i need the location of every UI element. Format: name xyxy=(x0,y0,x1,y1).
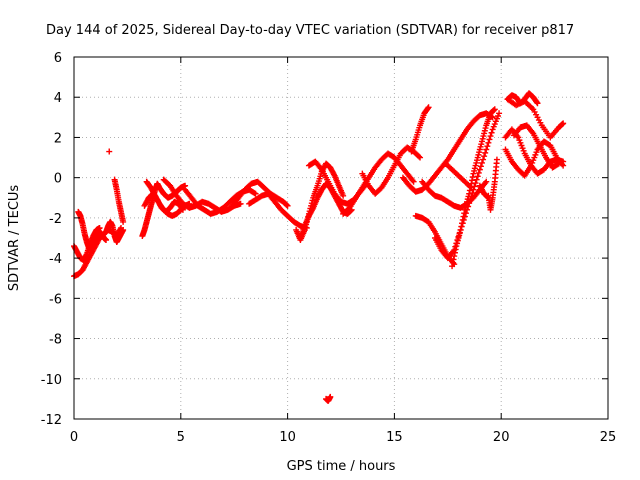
y-tick-label: 0 xyxy=(54,172,62,187)
grid-lines xyxy=(74,57,608,419)
data-point xyxy=(476,166,483,173)
data-point xyxy=(284,202,291,209)
y-tick-label: 2 xyxy=(54,131,62,146)
series-s4 xyxy=(103,218,127,246)
data-point xyxy=(457,226,464,233)
y-axis-title: SDTVAR / TECUs xyxy=(7,185,22,292)
x-tick-label: 15 xyxy=(386,430,403,445)
data-point xyxy=(560,120,567,127)
data-point xyxy=(483,178,490,185)
y-tick-label: -4 xyxy=(49,252,62,267)
data-point-fill xyxy=(478,159,485,166)
data-point xyxy=(555,160,562,167)
data-point xyxy=(237,200,244,207)
data-point-fill xyxy=(533,99,540,106)
data-point xyxy=(252,190,259,197)
plot-frame xyxy=(73,56,609,420)
x-tick-label: 10 xyxy=(279,430,296,445)
data-point-fill xyxy=(451,253,458,260)
data-point-fill xyxy=(458,223,465,230)
series-s25 xyxy=(442,160,475,191)
series-s30 xyxy=(502,138,567,179)
series-s31 xyxy=(502,126,567,177)
series-s27 xyxy=(485,156,500,213)
series-s6 xyxy=(106,148,113,155)
y-tick-label: 4 xyxy=(54,91,62,106)
chart-title: Day 144 of 2025, Sidereal Day-to-day VTE… xyxy=(46,23,574,38)
y-tick-labels: -12 -10 -8 -6 -4 -2 0 2 4 6 xyxy=(41,51,62,428)
data-point-fill xyxy=(480,156,487,163)
data-point-fill xyxy=(484,143,491,150)
y-tick-label: -8 xyxy=(49,333,62,348)
x-tick-labels: 0 5 10 15 20 25 xyxy=(70,430,616,445)
series-s24 xyxy=(449,106,498,270)
y-tick-label: -10 xyxy=(41,373,62,388)
data-point xyxy=(120,218,127,225)
series-s11 xyxy=(182,186,259,217)
series-s29 xyxy=(504,90,541,107)
data-point xyxy=(496,110,503,117)
y-tick-label: -12 xyxy=(41,413,62,428)
series-s10 xyxy=(160,176,244,215)
data-point xyxy=(468,184,475,191)
data-point-fill xyxy=(486,136,493,143)
data-point-fill xyxy=(452,246,459,253)
series-s5 xyxy=(111,176,127,225)
data-point-fill xyxy=(475,169,482,176)
data-point xyxy=(410,178,417,185)
data-point-fill xyxy=(450,256,457,263)
data-point-fill xyxy=(469,177,476,184)
data-point xyxy=(493,156,500,163)
series-s19 xyxy=(408,104,432,155)
data-point-fill xyxy=(459,220,466,227)
data-point xyxy=(466,190,473,197)
x-axis-title: GPS time / hours xyxy=(287,459,396,474)
series-s20 xyxy=(399,110,496,195)
data-point xyxy=(103,237,110,244)
data-point xyxy=(425,104,432,111)
data-point xyxy=(449,263,456,270)
x-tick-label: 5 xyxy=(177,430,185,445)
data-point-fill xyxy=(477,163,484,170)
data-point-fill xyxy=(461,210,468,217)
x-tick-label: 25 xyxy=(600,430,617,445)
series-s33 xyxy=(323,393,334,404)
data-point-fill xyxy=(449,259,456,266)
data-point-fill xyxy=(469,173,476,180)
y-tick-label: -2 xyxy=(49,212,62,227)
series-s14 xyxy=(293,160,347,244)
series-s32 xyxy=(511,122,562,171)
data-points xyxy=(71,90,567,404)
data-point xyxy=(483,146,490,153)
data-point-fill xyxy=(415,153,422,160)
x-tick-label: 20 xyxy=(493,430,510,445)
x-tick-label: 0 xyxy=(70,430,78,445)
data-point xyxy=(491,106,498,113)
y-tick-label: -6 xyxy=(49,292,62,307)
data-point xyxy=(120,226,127,233)
axis-ticks xyxy=(73,56,609,420)
data-point-fill xyxy=(451,249,458,256)
data-point-fill xyxy=(487,133,494,140)
data-point xyxy=(534,100,541,107)
data-point-fill xyxy=(488,129,495,136)
series-s3 xyxy=(75,208,110,254)
data-point xyxy=(106,148,113,155)
y-tick-label: 6 xyxy=(54,51,62,66)
data-point-fill xyxy=(481,153,488,160)
data-point xyxy=(327,393,334,400)
data-point xyxy=(560,158,567,165)
data-point-fill xyxy=(459,216,466,223)
data-point xyxy=(340,192,347,199)
data-point-fill xyxy=(485,139,492,146)
data-point-fill xyxy=(482,149,489,156)
data-point-fill xyxy=(424,105,431,112)
data-point-fill xyxy=(460,213,467,220)
data-point xyxy=(417,154,424,161)
